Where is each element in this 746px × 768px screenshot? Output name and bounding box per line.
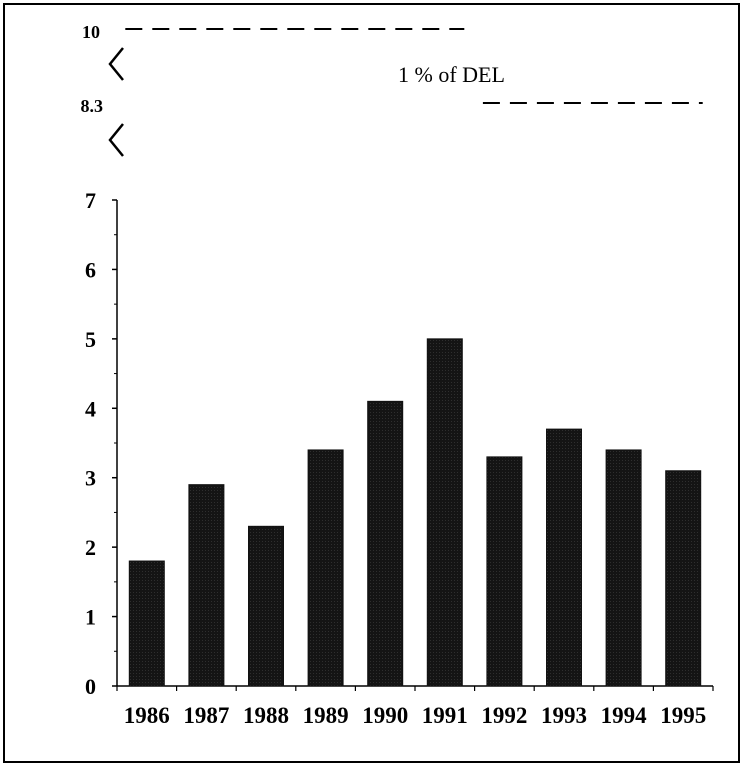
bar-1990: [367, 400, 404, 687]
bar-1995: [665, 470, 702, 687]
x-tick-label: 1993: [541, 703, 587, 728]
y-tick-label: 4: [85, 396, 96, 421]
bar-1994: [605, 449, 642, 687]
bar-1992: [486, 456, 523, 687]
bar-1986: [128, 560, 165, 687]
y-tick-label: 1: [85, 605, 96, 630]
y-tick-label: 0: [85, 674, 96, 699]
break-label-10: 10: [82, 22, 100, 42]
axis-break-mark-upper: [108, 47, 124, 81]
annotation-label: 1 % of DEL: [398, 62, 505, 87]
bar-1993: [546, 428, 582, 687]
bar-1987: [188, 484, 225, 687]
x-tick-label: 1989: [303, 703, 349, 728]
x-tick-label: 1988: [243, 703, 289, 728]
bar-1989: [307, 449, 344, 687]
y-tick-label: 6: [85, 257, 96, 282]
y-tick-label: 7: [85, 188, 96, 213]
bar-1988: [248, 525, 284, 687]
x-tick-label: 1995: [660, 703, 706, 728]
bar-1991: [426, 338, 463, 687]
break-label-8-3: 8.3: [81, 96, 104, 116]
x-tick-label: 1986: [124, 703, 170, 728]
x-tick-label: 1991: [422, 703, 468, 728]
x-tick-label: 1992: [481, 703, 527, 728]
x-tick-label: 1994: [601, 703, 648, 728]
y-tick-label: 3: [85, 466, 96, 491]
y-tick-label: 5: [85, 327, 96, 352]
y-tick-label: 2: [85, 535, 96, 560]
axis-break-mark-lower: [108, 123, 124, 157]
x-tick-label: 1987: [183, 703, 229, 728]
x-tick-label: 1990: [362, 703, 408, 728]
